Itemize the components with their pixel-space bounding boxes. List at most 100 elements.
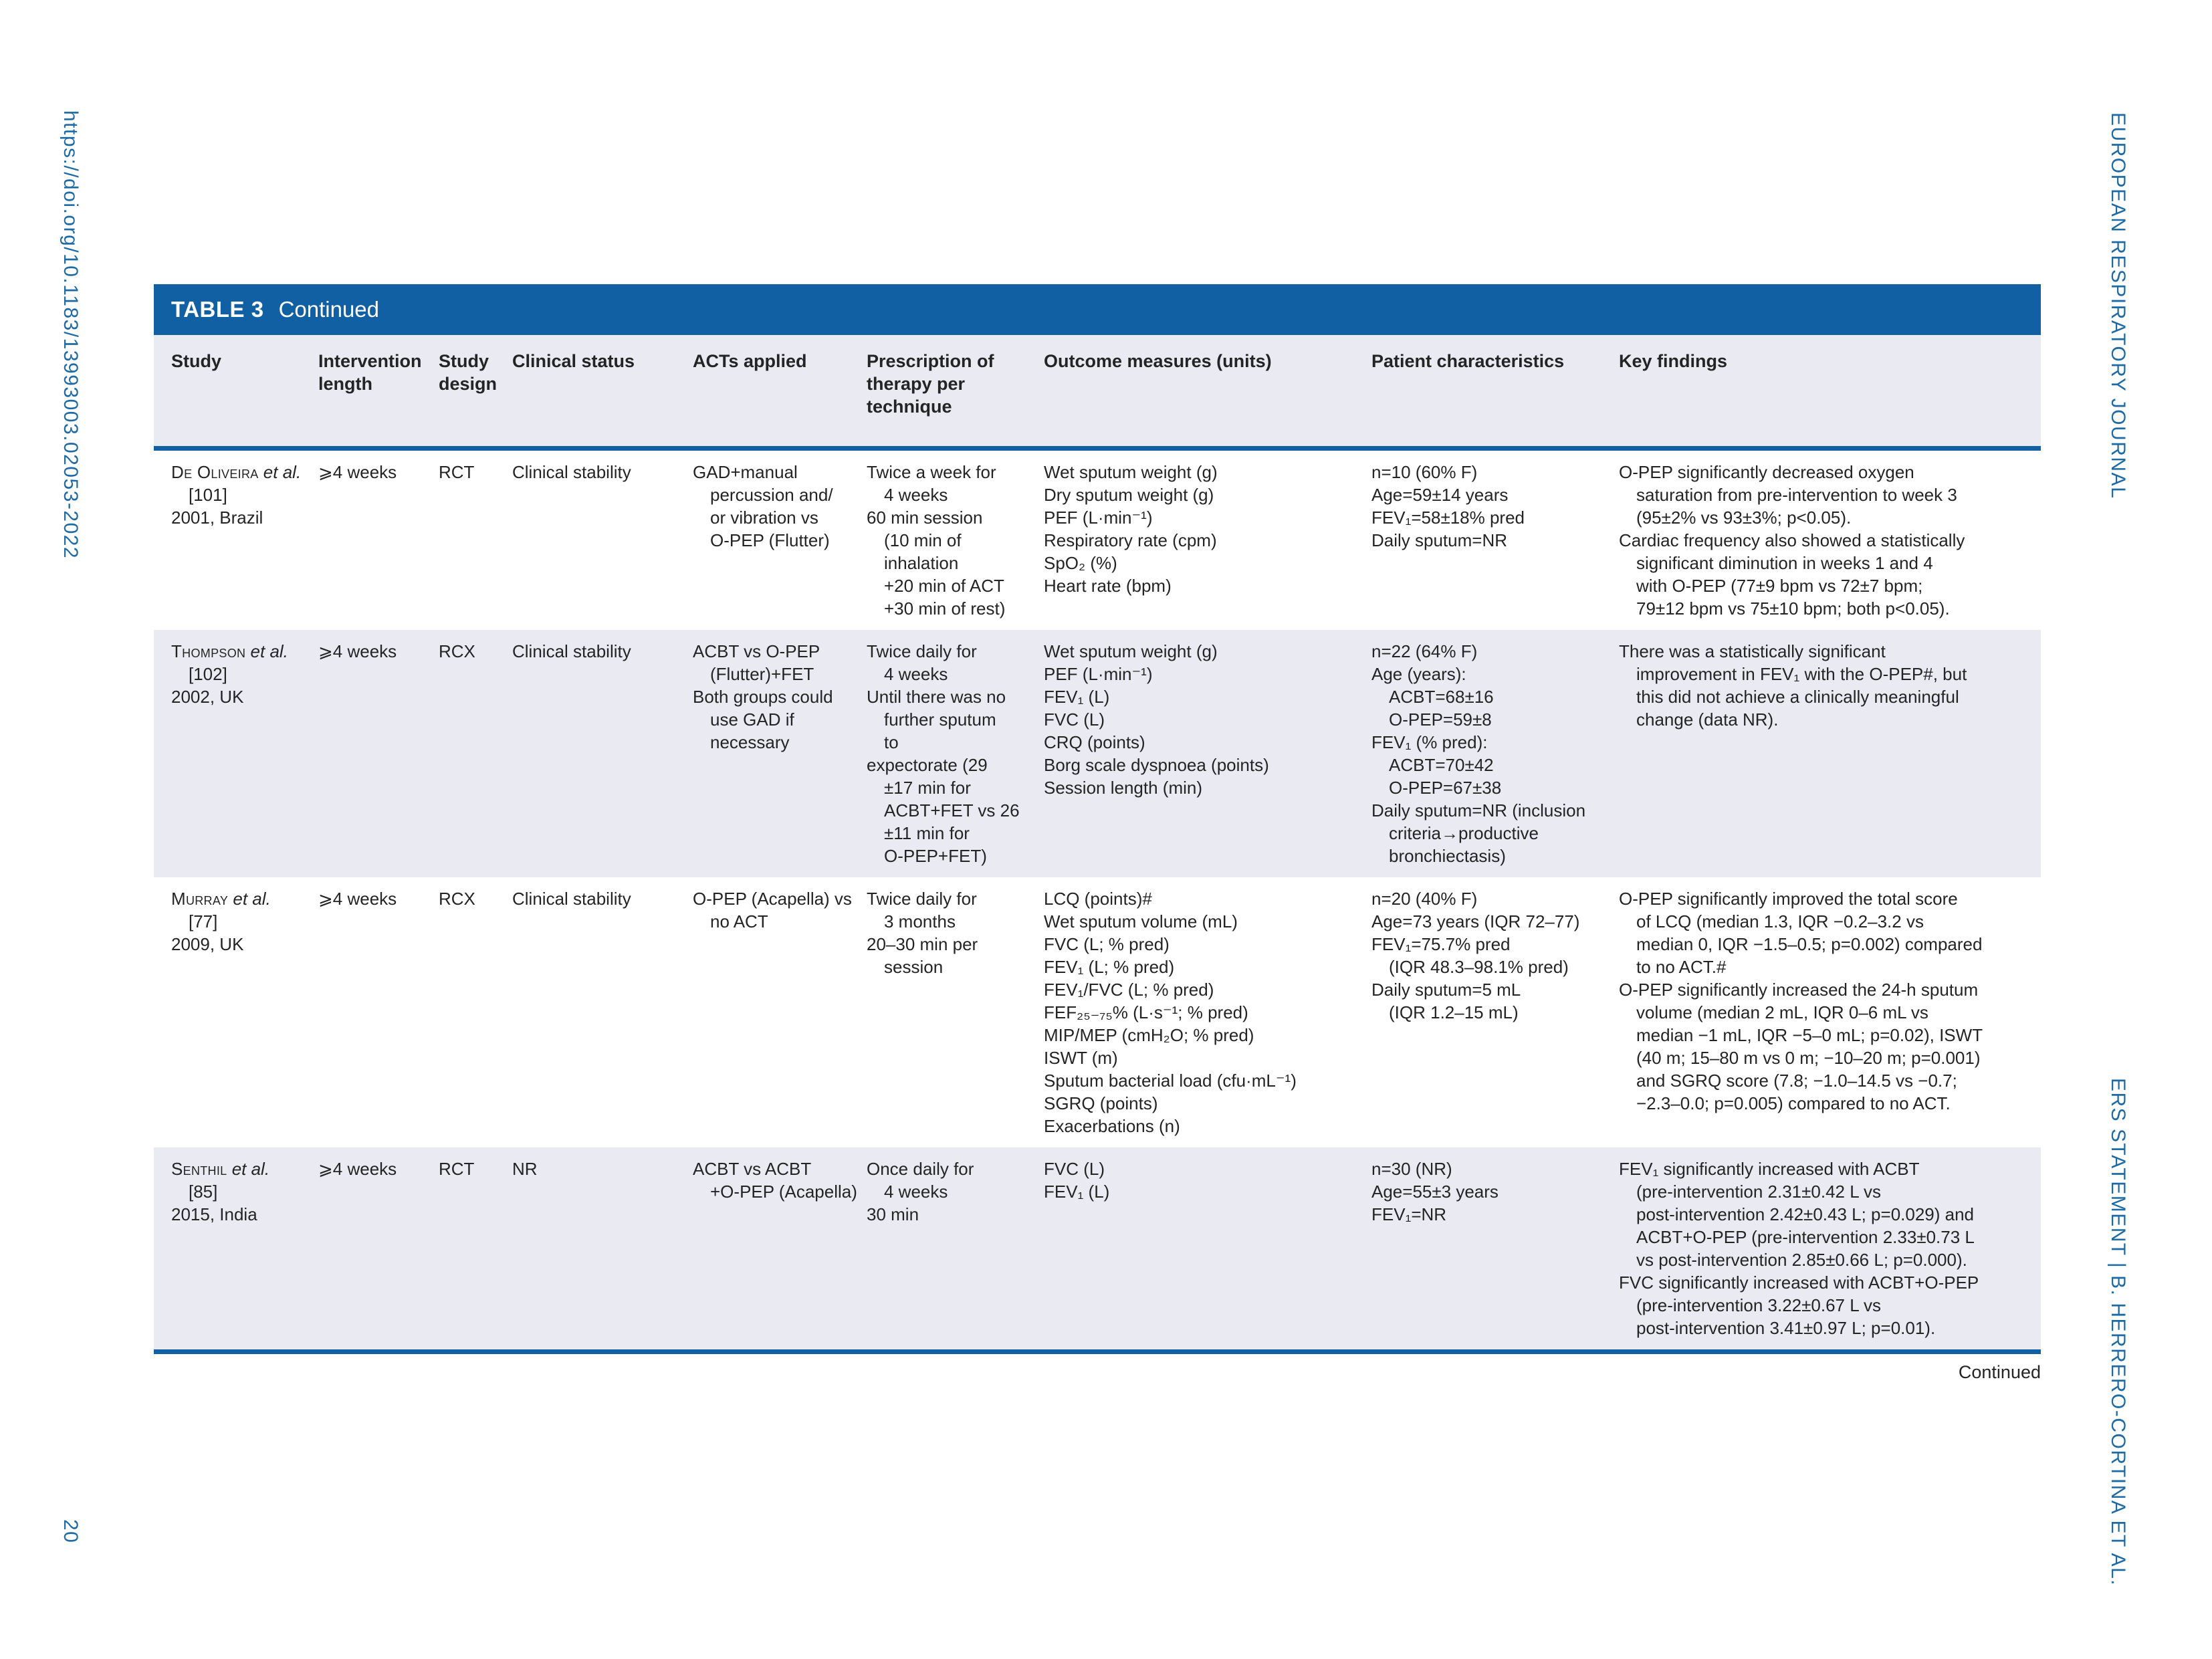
cell-line: Twice daily for bbox=[867, 641, 977, 661]
cell-line: FEF₂₅₋₇₅% (L·s⁻¹; % pred) bbox=[1044, 1002, 1248, 1022]
acts-applied-cell: ACBT vs ACBT +O-PEP (Acapella) bbox=[693, 1157, 867, 1339]
study-year: 2015, India bbox=[171, 1204, 257, 1224]
prescription-cell: Twice daily for 3 months 20–30 min per sess… bbox=[867, 887, 1044, 1137]
cell-line: PEF (L·min⁻¹) bbox=[1044, 508, 1153, 528]
cell-line: with O-PEP (77±9 bpm vs 72±7 bpm; bbox=[1636, 576, 1923, 596]
cell-line: (IQR 48.3–98.1% pred) bbox=[1389, 957, 1569, 977]
column-header-prescription: Prescription of therapy per technique bbox=[867, 351, 994, 417]
study-cell: De Oliveira et al. [101] 2001, Brazil bbox=[171, 461, 318, 620]
cell-line: significant diminution in weeks 1 and 4 bbox=[1636, 553, 1933, 573]
cell-line: FEV₁ (L; % pred) bbox=[1044, 957, 1175, 977]
clinical-status-cell: NR bbox=[512, 1159, 538, 1179]
cell-line: Wet sputum weight (g) bbox=[1044, 641, 1218, 661]
study-author-line: Senthil et al. bbox=[171, 1159, 270, 1179]
patient-characteristics-cell: n=10 (60% F) Age=59±14 years FEV₁=58±18% p… bbox=[1371, 461, 1619, 620]
cell-line: FEV₁=75.7% pred bbox=[1371, 934, 1511, 954]
cell-line: ACBT=70±42 bbox=[1389, 755, 1494, 775]
cell-line: Exacerbations (n) bbox=[1044, 1116, 1180, 1136]
cell-line: 3 months bbox=[884, 911, 956, 931]
cell-line: ACBT vs O-PEP bbox=[693, 641, 820, 661]
cell-line: of LCQ (median 1.3, IQR −0.2–3.2 vs bbox=[1636, 911, 1924, 931]
cell-line: 4 weeks bbox=[884, 1182, 948, 1202]
cell-line: Twice daily for bbox=[867, 889, 977, 909]
cell-line: median −1 mL, IQR −5–0 mL; p=0.02), ISWT bbox=[1636, 1025, 1983, 1045]
cell-line: Session length (min) bbox=[1044, 778, 1202, 798]
cell-line: and SGRQ score (7.8; −1.0–14.5 vs −0.7; bbox=[1636, 1071, 1957, 1091]
acts-applied-cell: GAD+manual percussion and/or vibration vs… bbox=[693, 461, 867, 620]
cell-line: or vibration vs bbox=[710, 508, 818, 528]
cell-line: FEV₁/FVC (L; % pred) bbox=[1044, 980, 1214, 1000]
cell-line: O-PEP=67±38 bbox=[1389, 778, 1502, 798]
cell-line: O-PEP (Acapella) vs bbox=[693, 889, 852, 909]
clinical-status-cell: Clinical stability bbox=[512, 462, 631, 482]
key-findings-cell: FEV₁ significantly increased with ACBT (p… bbox=[1619, 1157, 2041, 1339]
cell-line: n=22 (64% F) bbox=[1371, 641, 1478, 661]
cell-line: Wet sputum weight (g) bbox=[1044, 462, 1218, 482]
intervention-length-cell: ⩾4 weeks bbox=[318, 1159, 397, 1179]
journal-name-vertical-text: EUROPEAN RESPIRATORY JOURNAL bbox=[2107, 112, 2129, 500]
running-title-vertical-text: ERS STATEMENT | B. HERRERO-CORTINA ET AL… bbox=[2107, 1078, 2129, 1586]
cell-line: to bbox=[884, 732, 899, 752]
clinical-status-cell: Clinical stability bbox=[512, 641, 631, 661]
key-findings-cell: O-PEP significantly improved the total s… bbox=[1619, 887, 2041, 1137]
cell-line: ACBT+FET vs 26 bbox=[884, 800, 1020, 820]
cell-line: session bbox=[884, 957, 944, 977]
patient-characteristics-cell: n=22 (64% F) Age (years): ACBT=68±16 O-PEP=… bbox=[1371, 640, 1619, 867]
page-number: 20 bbox=[60, 1519, 82, 1544]
cell-line: O-PEP significantly improved the total s… bbox=[1619, 889, 1958, 909]
cell-line: GAD+manual bbox=[693, 462, 798, 482]
table-row-senthil-85: Senthil et al. [85] 2015, India ⩾4 weeks… bbox=[154, 1147, 2041, 1349]
cell-line: +30 min of rest) bbox=[884, 598, 1006, 619]
cell-line: Sputum bacterial load (cfu·mL⁻¹) bbox=[1044, 1071, 1297, 1091]
cell-line: ±11 min for bbox=[884, 823, 970, 843]
cell-line: PEF (L·min⁻¹) bbox=[1044, 664, 1153, 684]
doi-vertical-text: https://doi.org/10.1183/13993003.02053-2… bbox=[60, 110, 82, 560]
cell-line: Once daily for bbox=[867, 1159, 974, 1179]
cell-line: SGRQ (points) bbox=[1044, 1093, 1158, 1113]
outcomes-cell: FVC (L) FEV₁ (L) bbox=[1044, 1157, 1371, 1339]
study-cell: Thompson et al. [102] 2002, UK bbox=[171, 640, 318, 867]
intervention-length-cell: ⩾4 weeks bbox=[318, 462, 397, 482]
study-ref: [101] bbox=[189, 485, 227, 505]
cell-line: O-PEP (Flutter) bbox=[710, 530, 830, 550]
cell-line: ±17 min for bbox=[884, 778, 971, 798]
cell-line: FVC (L) bbox=[1044, 709, 1105, 730]
cell-line: bronchiectasis) bbox=[1389, 846, 1506, 866]
acts-applied-cell: ACBT vs O-PEP (Flutter)+FET Both groups co… bbox=[693, 640, 867, 867]
cell-line: Age=59±14 years bbox=[1371, 485, 1509, 505]
column-header-intervention-length: Intervention length bbox=[318, 351, 422, 394]
intervention-length-cell: ⩾4 weeks bbox=[318, 889, 397, 909]
cell-line: ACBT vs ACBT bbox=[693, 1159, 812, 1179]
cell-line: further sputum bbox=[884, 709, 996, 730]
patient-characteristics-cell: n=30 (NR) Age=55±3 years FEV₁=NR bbox=[1371, 1157, 1619, 1339]
cell-line: 20–30 min per bbox=[867, 934, 978, 954]
prescription-cell: Twice daily for 4 weeks Until there was no… bbox=[867, 640, 1044, 867]
column-header-study: Study bbox=[171, 351, 222, 371]
cell-line: vs post-intervention 2.85±0.66 L; p=0.00… bbox=[1636, 1250, 1967, 1270]
cell-line: +20 min of ACT bbox=[884, 576, 1004, 596]
table-title-bar: TABLE 3 Continued bbox=[154, 284, 2041, 335]
cell-line: ACBT+O-PEP (pre-intervention 2.33±0.73 L bbox=[1636, 1227, 1975, 1247]
cell-line: (40 m; 15–80 m vs 0 m; −10–20 m; p=0.001… bbox=[1636, 1048, 1981, 1068]
cell-line: Borg scale dyspnoea (points) bbox=[1044, 755, 1269, 775]
cell-line: MIP/MEP (cmH₂O; % pred) bbox=[1044, 1025, 1254, 1045]
cell-line: Twice a week for bbox=[867, 462, 996, 482]
cell-line: volume (median 2 mL, IQR 0–6 mL vs bbox=[1636, 1002, 1928, 1022]
cell-line: CRQ (points) bbox=[1044, 732, 1145, 752]
cell-line: FVC (L; % pred) bbox=[1044, 934, 1170, 954]
table-row-thompson-102: Thompson et al. [102] 2002, UK ⩾4 weeks … bbox=[154, 630, 2041, 877]
table-title-label: TABLE 3 bbox=[171, 297, 264, 322]
cell-line: Age (years): bbox=[1371, 664, 1466, 684]
cell-line: use GAD if bbox=[710, 709, 794, 730]
cell-line: inhalation bbox=[884, 553, 959, 573]
cell-line: 79±12 bpm vs 75±10 bpm; both p<0.05). bbox=[1636, 598, 1950, 619]
cell-line: FEV₁ (L) bbox=[1044, 1182, 1110, 1202]
cell-line: Cardiac frequency also showed a statisti… bbox=[1619, 530, 1965, 550]
cell-line: +O-PEP (Acapella) bbox=[710, 1182, 857, 1202]
study-design-cell: RCT bbox=[439, 462, 475, 482]
study-author-line: Thompson et al. bbox=[171, 641, 288, 661]
study-author-line: Murray et al. bbox=[171, 889, 271, 909]
cell-line: saturation from pre-intervention to week… bbox=[1636, 485, 1957, 505]
cell-line: 4 weeks bbox=[884, 664, 948, 684]
cell-line: Daily sputum=5 mL bbox=[1371, 980, 1521, 1000]
